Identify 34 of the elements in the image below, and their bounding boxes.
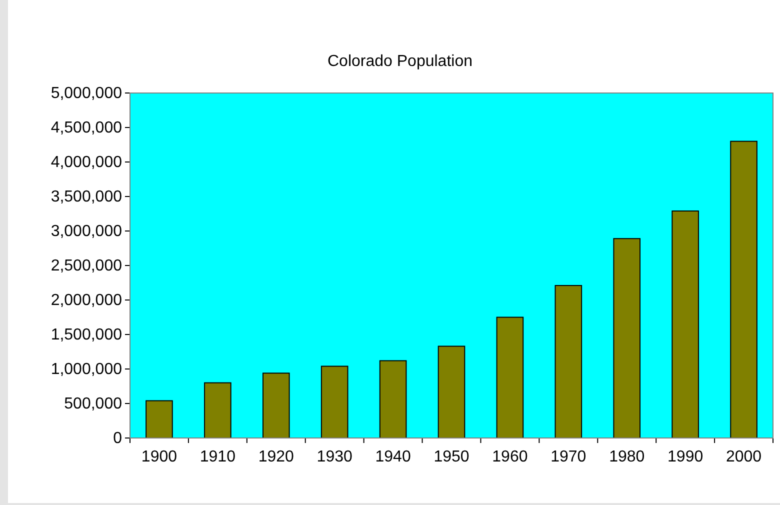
y-tick-label: 1,000,000 (50, 361, 122, 378)
y-tick-label: 2,000,000 (50, 292, 122, 310)
x-tick-label: 2000 (726, 448, 762, 466)
x-tick-label: 1970 (550, 448, 586, 466)
bar (379, 360, 407, 438)
x-tick-label: 1980 (609, 448, 645, 466)
bar (496, 316, 524, 438)
y-tick-label: 3,500,000 (50, 188, 122, 206)
x-tick-label: 1940 (375, 448, 411, 466)
bar (672, 210, 699, 438)
y-tick-label: 1,500,000 (50, 326, 122, 344)
x-tick-label: 1920 (258, 448, 294, 466)
x-tick-label: 1910 (200, 448, 236, 466)
bar (320, 366, 348, 438)
bar (438, 346, 466, 438)
x-tick-label: 1950 (434, 448, 470, 466)
x-tick-label: 1900 (141, 448, 178, 466)
x-tick-label: 1990 (668, 448, 704, 466)
bar (613, 238, 641, 438)
bar (204, 382, 232, 438)
bar (730, 140, 758, 438)
y-tick-label: 3,000,000 (50, 223, 122, 240)
y-tick-label: 4,500,000 (50, 120, 122, 137)
chart-title: Colorado Population (328, 53, 472, 70)
bar (554, 285, 582, 438)
x-tick-label: 1960 (492, 448, 528, 466)
x-tick-label: 1930 (316, 448, 352, 466)
y-tick-label: 4,000,000 (50, 154, 122, 172)
y-tick-label: 0 (113, 430, 122, 448)
bar (146, 400, 173, 438)
bar (262, 372, 290, 438)
y-tick-label: 2,500,000 (50, 258, 122, 275)
y-tick-label: 500,000 (64, 396, 122, 413)
y-tick-label: 5,000,000 (50, 85, 122, 102)
